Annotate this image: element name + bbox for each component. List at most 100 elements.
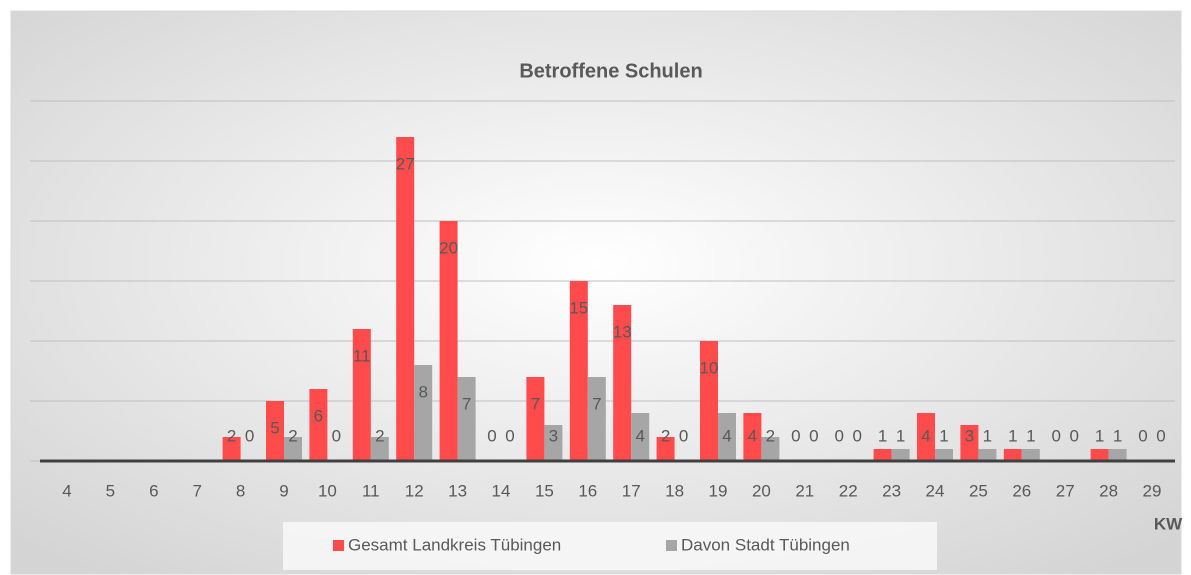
x-tick-label: 24 [926,481,945,500]
bar [613,305,632,461]
bar [1090,449,1109,461]
bar [960,425,979,461]
data-label: 4 [748,426,757,445]
data-label: 15 [569,298,588,317]
bar [761,437,780,461]
data-label: 0 [852,426,861,445]
chart-title: Betroffene Schulen [519,60,702,82]
data-label: 3 [965,426,974,445]
x-tick-label: 13 [448,481,467,500]
x-tick-label: 7 [192,481,201,500]
x-tick-label: 29 [1143,481,1162,500]
data-label: 2 [227,426,236,445]
x-tick-label: 22 [839,481,858,500]
data-label: 0 [1138,426,1147,445]
data-label: 2 [375,426,384,445]
x-tick-label: 23 [882,481,901,500]
data-label: 0 [245,426,254,445]
data-label: 4 [921,426,930,445]
bar [743,413,762,461]
x-axis-title: KW [1154,514,1183,533]
chart-background [10,10,1182,575]
data-label: 0 [1051,426,1060,445]
data-label: 0 [679,426,688,445]
bar [396,137,415,461]
data-label: 3 [549,426,558,445]
data-label: 0 [332,426,341,445]
data-label: 2 [288,426,297,445]
x-tick-label: 14 [492,481,511,500]
data-label: 0 [791,426,800,445]
bar [309,389,328,461]
data-label: 13 [613,322,632,341]
data-label: 1 [1113,426,1122,445]
data-label: 20 [439,238,458,257]
data-label: 1 [939,426,948,445]
x-tick-label: 17 [622,481,641,500]
bar [370,437,389,461]
bar [935,449,953,461]
legend-swatch [333,540,344,551]
x-tick-label: 27 [1056,481,1075,500]
bar [718,413,736,461]
bar [656,437,675,461]
x-tick-label: 21 [795,481,814,500]
data-label: 7 [531,394,540,413]
data-label: 1 [896,426,905,445]
bar [352,329,371,461]
bar [917,413,935,461]
bar [700,341,718,461]
x-tick-label: 8 [236,481,245,500]
bar [457,377,476,461]
x-tick-label: 18 [665,481,684,500]
data-label: 0 [487,426,496,445]
bar [631,413,650,461]
x-tick-label: 5 [106,481,115,500]
bar [439,221,458,461]
x-tick-label: 6 [149,481,158,500]
data-label: 0 [834,426,843,445]
legend-label: Davon Stadt Tübingen [681,535,850,554]
data-label: 0 [809,426,818,445]
x-tick-label: 4 [62,481,71,500]
bar [587,377,606,461]
bar [978,449,997,461]
bar [873,449,892,461]
x-tick-label: 19 [709,481,728,500]
data-label: 4 [722,426,731,445]
data-label: 10 [700,358,719,377]
data-label: 0 [1069,426,1078,445]
x-tick-label: 26 [1012,481,1031,500]
bar [526,377,545,461]
bar [544,425,563,461]
x-tick-label: 20 [752,481,771,500]
legend-label: Gesamt Landkreis Tübingen [348,535,561,554]
data-label: 0 [1156,426,1165,445]
data-label: 1 [1026,426,1035,445]
bar [284,437,302,461]
x-tick-label: 16 [578,481,597,500]
data-label: 6 [314,406,323,425]
bar [891,449,910,461]
data-label: 2 [661,426,670,445]
data-label: 1 [1008,426,1017,445]
x-tick-label: 15 [535,481,554,500]
bar [1003,449,1022,461]
x-tick-label: 25 [969,481,988,500]
bar [1021,449,1040,461]
data-label: 27 [396,154,415,173]
bar [414,365,433,461]
data-label: 1 [878,426,887,445]
x-tick-label: 12 [405,481,424,500]
x-tick-label: 28 [1099,481,1118,500]
data-label: 0 [505,426,514,445]
data-label: 7 [592,394,601,413]
legend-swatch [666,540,677,551]
x-tick-label: 11 [362,481,380,500]
legend-box [283,522,937,570]
bar [222,437,241,461]
data-label: 11 [353,346,371,365]
data-label: 4 [635,426,644,445]
x-tick-label: 9 [279,481,288,500]
